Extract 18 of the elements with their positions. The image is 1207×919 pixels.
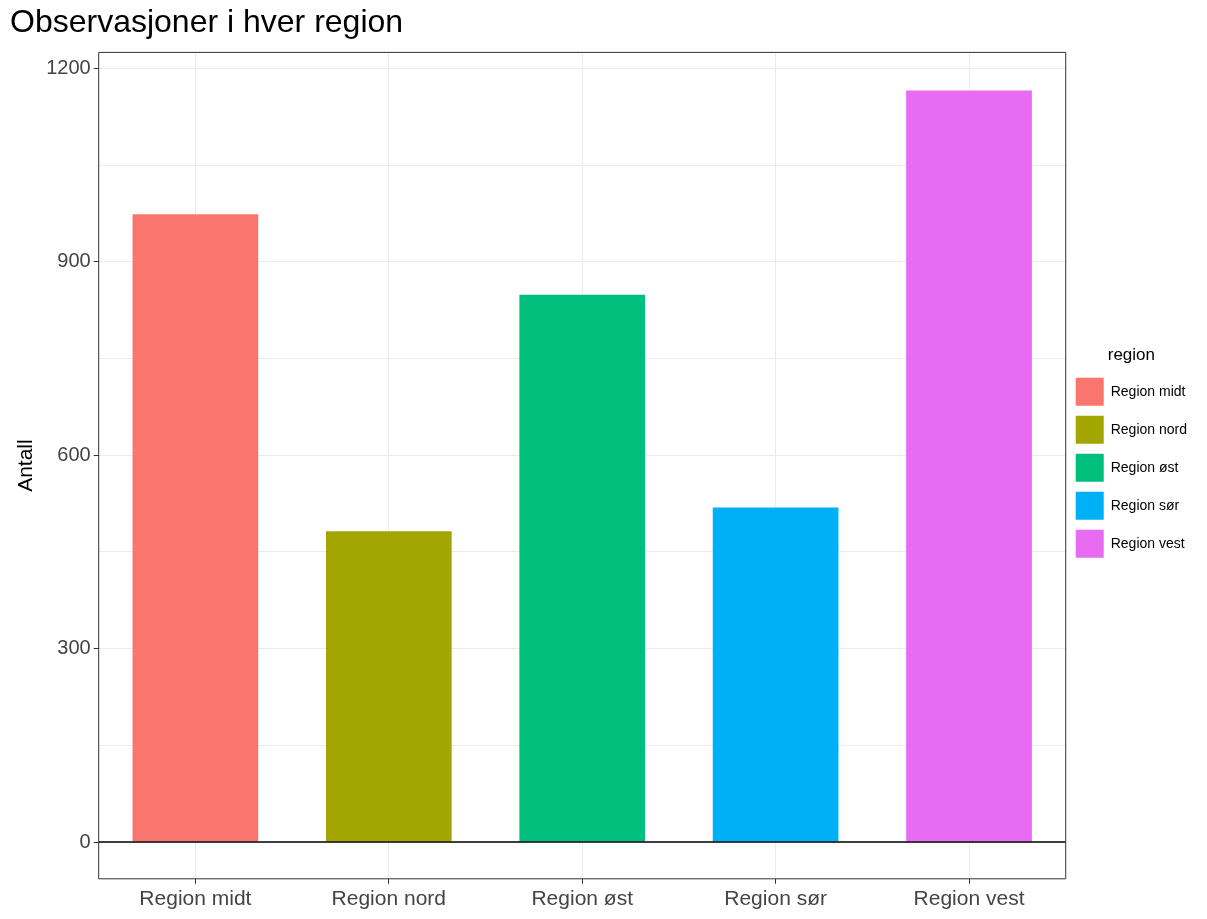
legend-label: Region øst (1110, 458, 1179, 475)
y-axis-title: Antall (13, 439, 37, 492)
legend-label: Region sør (1110, 496, 1180, 513)
x-tick-label: Region midt (139, 886, 252, 910)
x-tick-label: Region nord (331, 886, 447, 910)
legend-label: Region midt (1110, 382, 1186, 399)
y-tick-label: 900 (57, 249, 91, 272)
y-tick-label: 300 (57, 636, 91, 659)
y-tick-label: 1200 (46, 56, 91, 79)
legend-label: Region vest (1110, 534, 1185, 551)
y-tick-label: 0 (79, 829, 91, 852)
x-tick-label: Region vest (913, 886, 1025, 910)
legend-label: Region nord (1110, 420, 1188, 437)
x-tick-label: Region øst (531, 886, 634, 910)
chart-title: Observasjoner i hver region (10, 3, 404, 40)
y-tick-label: 600 (57, 442, 91, 465)
x-tick-label: Region sør (724, 886, 827, 910)
legend-title: region (1107, 345, 1155, 365)
